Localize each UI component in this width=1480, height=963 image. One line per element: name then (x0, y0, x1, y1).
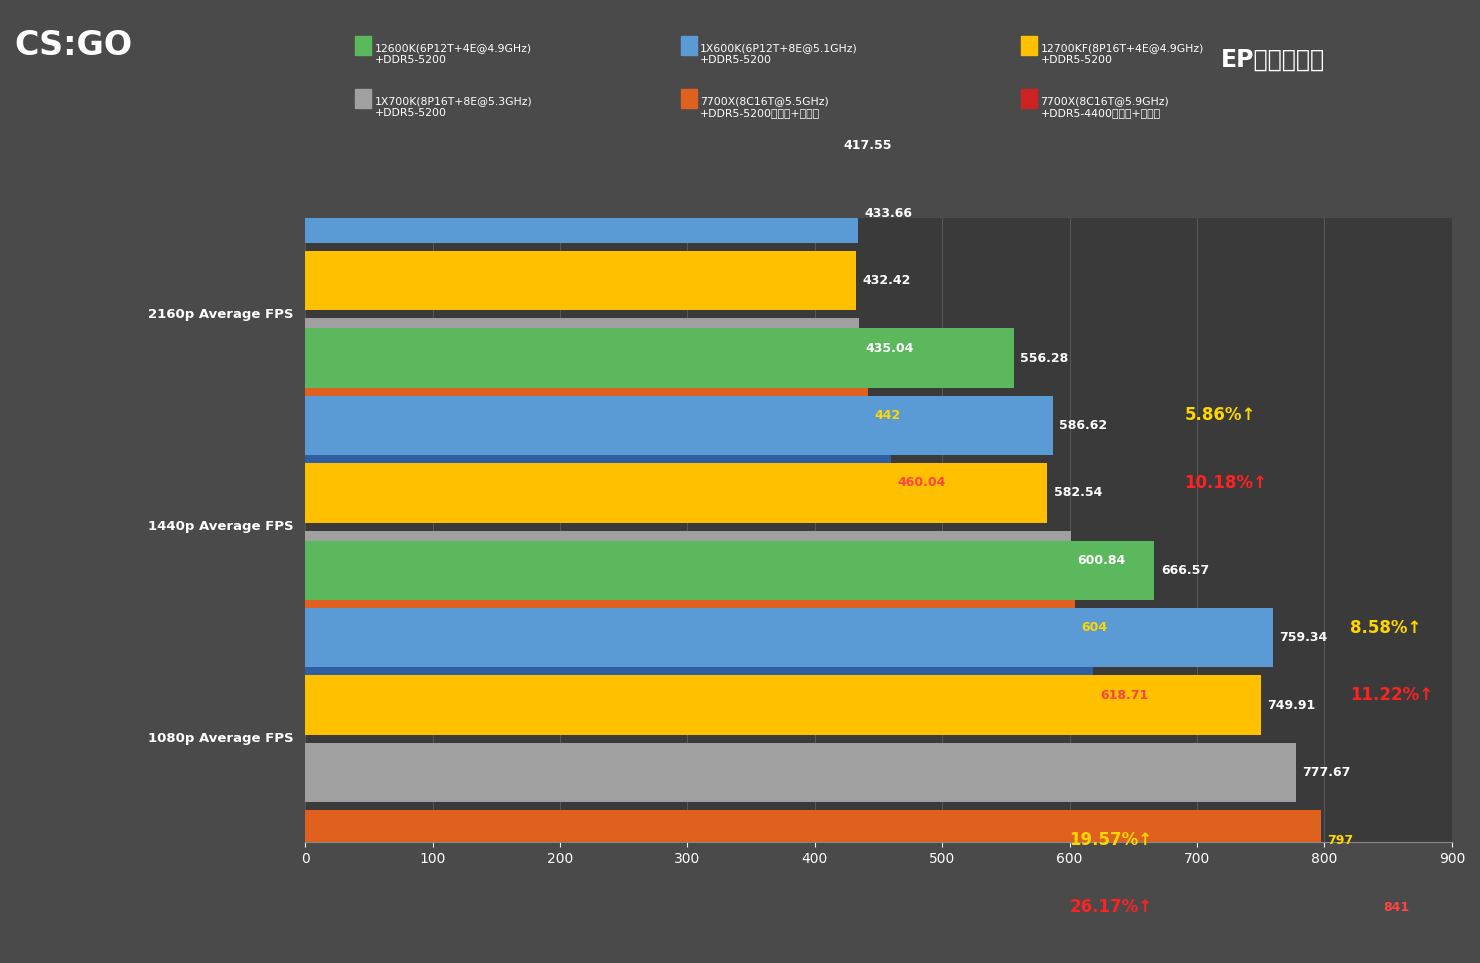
Text: 417.55: 417.55 (844, 140, 892, 152)
Text: 618.71: 618.71 (1100, 689, 1148, 702)
Text: 12700KF(8P16T+4E@4.9GHz)
+DDR5-5200: 12700KF(8P16T+4E@4.9GHz) +DDR5-5200 (1040, 43, 1203, 65)
Text: 19.57%↑: 19.57%↑ (1070, 831, 1153, 849)
Text: 433.66: 433.66 (864, 207, 912, 220)
Text: 435.04: 435.04 (866, 342, 915, 354)
Bar (305, 251, 855, 310)
Bar (305, 540, 1154, 600)
Text: 7700X(8C16T@5.5GHz)
+DDR5-5200低延迟+高带宽: 7700X(8C16T@5.5GHz) +DDR5-5200低延迟+高带宽 (700, 96, 829, 117)
Text: 777.67: 777.67 (1302, 767, 1351, 779)
Text: 12600K(6P12T+4E@4.9GHz)
+DDR5-5200: 12600K(6P12T+4E@4.9GHz) +DDR5-5200 (374, 43, 531, 65)
Bar (305, 675, 1261, 735)
Bar (305, 454, 891, 512)
Text: 586.62: 586.62 (1060, 419, 1107, 432)
Text: 8.58%↑: 8.58%↑ (1350, 618, 1421, 637)
Text: 10.18%↑: 10.18%↑ (1184, 474, 1267, 492)
Text: 7700X(8C16T@5.9GHz)
+DDR5-4400低延迟+高带宽: 7700X(8C16T@5.9GHz) +DDR5-4400低延迟+高带宽 (1040, 96, 1169, 117)
Text: 797: 797 (1328, 834, 1353, 846)
Text: 1080p Average FPS: 1080p Average FPS (148, 733, 295, 745)
Bar (305, 184, 858, 243)
Bar (305, 386, 869, 445)
Text: 604: 604 (1080, 621, 1107, 635)
Text: EP极致玩家堂: EP极致玩家堂 (1221, 48, 1325, 72)
Bar (305, 117, 838, 175)
Bar (305, 877, 1376, 937)
Text: 11.22%↑: 11.22%↑ (1350, 687, 1433, 704)
Text: 26.17%↑: 26.17%↑ (1070, 898, 1153, 917)
Text: 1440p Average FPS: 1440p Average FPS (148, 520, 295, 534)
Text: 432.42: 432.42 (863, 274, 910, 287)
Text: 749.91: 749.91 (1267, 698, 1316, 712)
Text: 666.57: 666.57 (1160, 563, 1209, 577)
Bar (305, 665, 1094, 725)
Bar (305, 531, 1070, 590)
Bar (305, 810, 1320, 870)
Text: 5.86%↑: 5.86%↑ (1184, 406, 1255, 425)
Bar (305, 396, 1052, 455)
Text: 600.84: 600.84 (1077, 554, 1125, 567)
Bar (305, 463, 1048, 523)
Text: 582.54: 582.54 (1054, 486, 1103, 500)
Text: 460.04: 460.04 (898, 477, 946, 489)
Bar (305, 608, 1273, 667)
Text: 556.28: 556.28 (1020, 351, 1069, 365)
Text: 2160p Average FPS: 2160p Average FPS (148, 308, 295, 321)
Bar (305, 598, 1074, 658)
Text: 841: 841 (1382, 901, 1409, 914)
Bar (305, 742, 1296, 802)
Bar (305, 328, 1014, 388)
Text: CS:GO: CS:GO (15, 29, 133, 62)
Text: 1X600K(6P12T+8E@5.1GHz)
+DDR5-5200: 1X600K(6P12T+8E@5.1GHz) +DDR5-5200 (700, 43, 858, 65)
Text: 759.34: 759.34 (1279, 631, 1328, 644)
Text: 442: 442 (875, 409, 901, 422)
Bar (305, 319, 860, 377)
Text: 1X700K(8P16T+8E@5.3GHz)
+DDR5-5200: 1X700K(8P16T+8E@5.3GHz) +DDR5-5200 (374, 96, 533, 117)
